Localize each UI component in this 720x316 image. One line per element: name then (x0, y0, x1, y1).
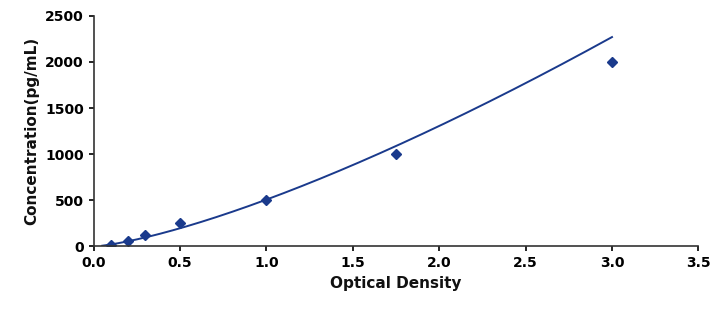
X-axis label: Optical Density: Optical Density (330, 276, 462, 291)
Y-axis label: Concentration(pg/mL): Concentration(pg/mL) (24, 37, 40, 225)
